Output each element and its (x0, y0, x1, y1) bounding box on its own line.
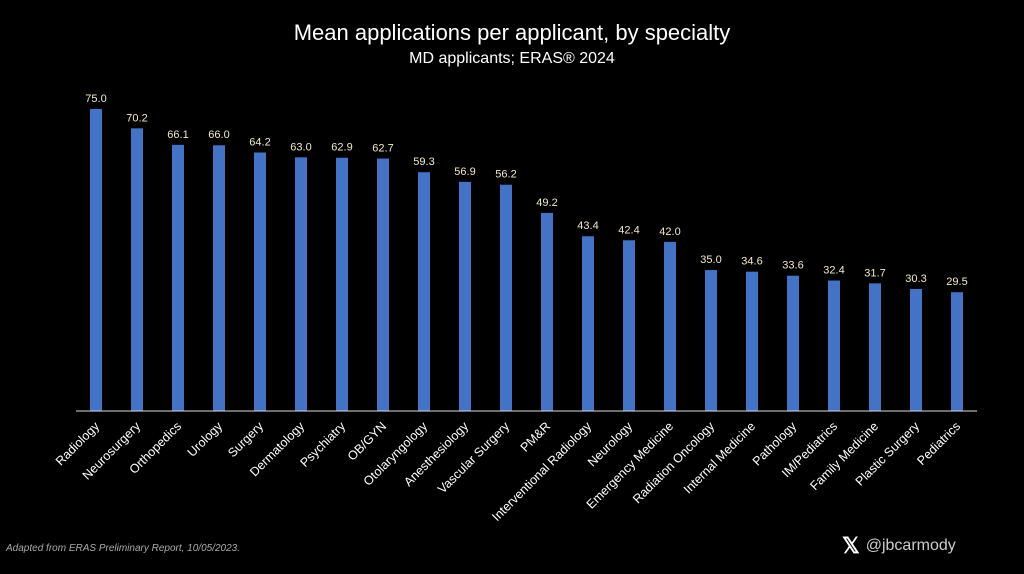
data-label: 63.0 (290, 141, 311, 153)
data-label: 35.0 (700, 254, 721, 266)
data-label: 42.4 (618, 224, 639, 236)
data-label: 33.6 (782, 260, 803, 272)
chart-subtitle: MD applicants; ERAS® 2024 (409, 50, 615, 67)
data-label: 42.0 (659, 226, 680, 238)
data-label: 75.0 (85, 93, 106, 105)
bar (828, 280, 840, 411)
handle-text: @jbcarmody (865, 537, 956, 554)
x-tick-label: Internal Medicine (681, 419, 758, 496)
bar (623, 240, 635, 411)
bar (746, 271, 758, 411)
data-label: 30.3 (905, 273, 926, 285)
bar (213, 145, 225, 412)
bar (254, 152, 266, 411)
data-label: 62.9 (331, 142, 352, 154)
data-label: 34.6 (741, 256, 762, 268)
bar (418, 172, 430, 411)
bar (787, 275, 799, 411)
x-tick-label: Vascular Surgery (435, 419, 513, 497)
data-label: 43.4 (577, 220, 598, 232)
data-label: 31.7 (864, 267, 885, 279)
bar (582, 236, 594, 411)
x-tick-label: Urology (185, 419, 226, 460)
social-handle: 𝕏 @jbcarmody (842, 533, 956, 559)
bar (377, 158, 389, 411)
data-label: 70.2 (126, 112, 147, 124)
data-label: 29.5 (946, 276, 967, 288)
data-label: 49.2 (536, 197, 557, 209)
bar (910, 288, 922, 411)
data-label: 56.2 (495, 169, 516, 181)
chart-title: Mean applications per applicant, by spec… (293, 20, 731, 45)
bar (664, 241, 676, 411)
bar (459, 181, 471, 411)
bar (951, 292, 963, 411)
bar (541, 212, 553, 411)
x-logo-icon: 𝕏 (842, 533, 860, 558)
x-tick-label: Psychiatry (297, 419, 348, 470)
data-label: 64.2 (249, 136, 270, 148)
data-label: 66.1 (167, 129, 188, 141)
bar (336, 157, 348, 411)
data-label: 56.9 (454, 166, 475, 178)
x-tick-label: Pediatrics (914, 419, 963, 468)
source-note: Adapted from ERAS Preliminary Report, 10… (6, 543, 241, 554)
data-label: 62.7 (372, 143, 393, 155)
bar (295, 157, 307, 411)
x-tick-label: Surgery (225, 419, 266, 460)
data-label: 59.3 (413, 156, 434, 168)
data-label: 32.4 (823, 265, 844, 277)
x-tick-label: PM&R (518, 419, 553, 454)
bar (500, 184, 512, 411)
bar (705, 270, 717, 411)
bar (131, 128, 143, 411)
bar (869, 283, 881, 411)
bar (172, 144, 184, 411)
data-label: 66.0 (208, 129, 229, 141)
bar (90, 109, 102, 411)
